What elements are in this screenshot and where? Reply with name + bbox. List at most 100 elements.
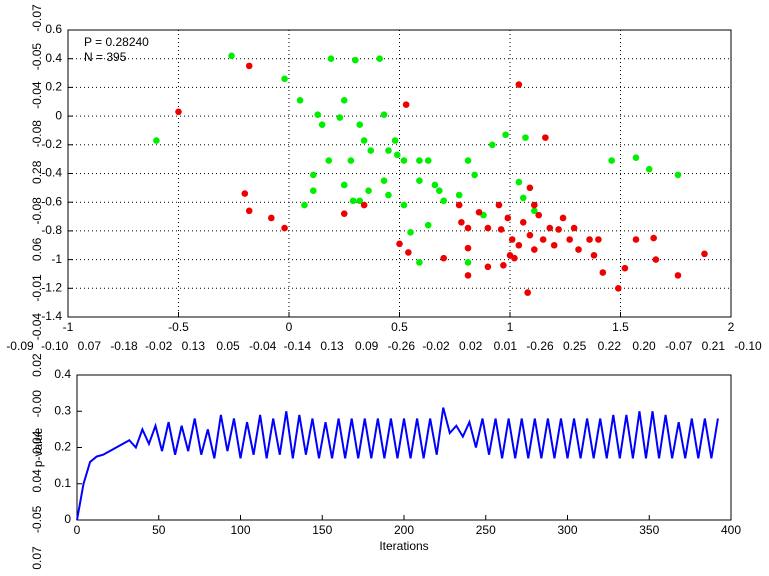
point — [314, 111, 322, 118]
point — [405, 249, 412, 256]
x-tick-label: 0.5 — [391, 320, 408, 334]
overlay-label: -0.00 — [30, 390, 44, 418]
overlay-label: 0.07 — [78, 339, 102, 353]
point — [531, 207, 538, 215]
x-tick-label: 1.5 — [612, 320, 629, 334]
y-tick-label: 0.2 — [45, 80, 62, 94]
y-tick-label: 0.3 — [54, 403, 71, 417]
point — [340, 97, 348, 104]
overlay-label: -0.05 — [30, 505, 44, 533]
point — [526, 184, 534, 192]
point — [268, 214, 275, 222]
point — [570, 224, 578, 232]
y-tick-label: 0.2 — [54, 440, 71, 454]
y-tick-label: -0.4 — [41, 166, 62, 180]
overlay-label: 0.22 — [598, 339, 622, 353]
point — [440, 254, 448, 262]
point — [464, 259, 472, 266]
x-tick-label: 2 — [728, 320, 735, 334]
point — [301, 201, 308, 209]
point — [595, 236, 602, 243]
overlay-label: 0.05 — [216, 339, 240, 353]
point — [566, 236, 573, 243]
y-tick-label: -0.8 — [41, 223, 62, 237]
overlay-label: -0.26 — [526, 339, 554, 353]
point — [245, 62, 253, 70]
annotation: N = 395 — [84, 50, 127, 64]
point — [504, 214, 512, 222]
overlay-label: -0.18 — [110, 339, 138, 353]
x-tick-label: 1 — [507, 320, 514, 334]
point — [336, 114, 344, 121]
point — [599, 269, 607, 276]
point — [402, 101, 410, 108]
point — [347, 157, 355, 164]
x-tick-label: 150 — [312, 523, 332, 537]
point — [650, 234, 657, 242]
point — [550, 241, 558, 249]
overlay-label: -0.02 — [422, 339, 450, 353]
point — [458, 218, 465, 226]
point — [431, 181, 439, 189]
point — [400, 201, 408, 209]
point — [340, 210, 348, 217]
x-tick-label: 400 — [721, 523, 741, 537]
point — [495, 201, 503, 209]
point — [542, 134, 549, 141]
point — [360, 201, 368, 209]
x-tick-label: 100 — [230, 523, 250, 537]
point — [245, 207, 253, 215]
point — [515, 178, 523, 186]
point — [356, 197, 364, 205]
x-axis-label: Iterations — [379, 539, 428, 553]
overlay-label: 0.13 — [320, 339, 344, 353]
point — [455, 201, 463, 209]
point — [318, 121, 326, 129]
point — [522, 134, 529, 141]
overlay-label: -0.04 — [30, 81, 44, 109]
point — [484, 224, 492, 232]
point — [464, 224, 472, 232]
point — [464, 157, 472, 164]
point — [391, 137, 399, 144]
point — [416, 157, 423, 164]
overlay-label: 0.28 — [30, 160, 44, 184]
overlay-label: 0.13 — [182, 339, 206, 353]
point — [515, 81, 523, 88]
x-tick-label: 250 — [476, 523, 496, 537]
point — [327, 55, 335, 62]
y-tick-label: 0.4 — [54, 367, 71, 381]
overlay-label: -0.02 — [145, 339, 173, 353]
y-tick-label: -1 — [51, 252, 62, 266]
point — [502, 131, 509, 139]
point — [701, 250, 708, 258]
line — [76, 407, 719, 521]
overlay-label: -0.26 — [388, 339, 416, 353]
point — [539, 236, 547, 243]
overlay-label: -0.05 — [30, 43, 44, 71]
point — [586, 236, 593, 243]
overlay-label: 0.20 — [632, 339, 656, 353]
point — [464, 272, 472, 279]
overlay-label: 0.09 — [355, 339, 379, 353]
point — [674, 171, 682, 179]
x-tick-label: 300 — [557, 523, 577, 537]
point — [559, 214, 567, 222]
overlay-label: -0.08 — [30, 120, 44, 148]
point — [296, 97, 304, 104]
point — [519, 194, 527, 202]
point — [356, 121, 364, 129]
x-tick-label: 200 — [394, 523, 414, 537]
point — [310, 187, 317, 195]
point — [531, 201, 538, 209]
point — [475, 208, 483, 216]
point — [153, 137, 160, 144]
point — [325, 157, 333, 164]
point — [632, 236, 640, 243]
point — [590, 251, 598, 259]
y-tick-label: -0.6 — [41, 194, 62, 208]
x-tick-label: 50 — [152, 523, 166, 537]
point — [175, 108, 182, 116]
point — [515, 241, 523, 249]
point — [435, 187, 443, 195]
